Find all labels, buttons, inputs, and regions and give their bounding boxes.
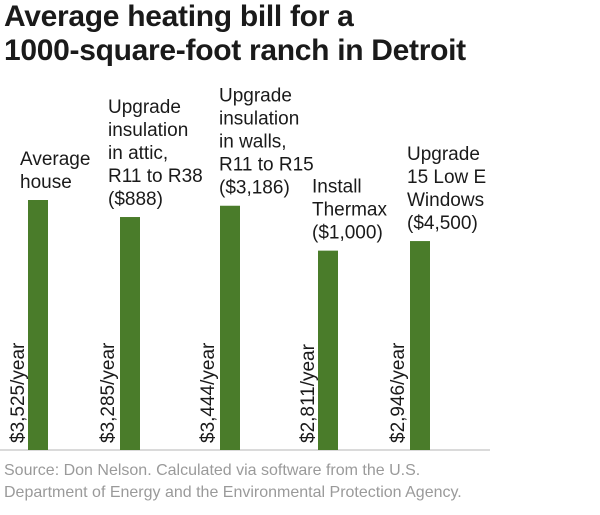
bar xyxy=(318,250,338,450)
category-label: insulation xyxy=(108,120,188,141)
category-label: R11 to R15 xyxy=(219,155,314,176)
category-label: Upgrade xyxy=(108,97,181,118)
category-label: ($888) xyxy=(108,189,163,210)
category-label: in walls, xyxy=(219,132,287,153)
category-label: Upgrade xyxy=(407,144,480,165)
bar xyxy=(120,217,140,450)
category-label: Upgrade xyxy=(219,86,292,107)
category-label: ($4,500) xyxy=(407,213,478,234)
chart-title: Average heating bill for a 1000-square-f… xyxy=(4,0,596,68)
category-label: R11 to R38 xyxy=(108,166,203,187)
source-line: Department of Energy and the Environment… xyxy=(4,484,462,501)
category-label: Average xyxy=(20,149,90,170)
category-label: insulation xyxy=(219,109,299,130)
bar-value-label: $3,525/year xyxy=(8,342,29,443)
source-line: Source: Don Nelson. Calculated via softw… xyxy=(4,462,421,479)
bar-value-label: $2,946/year xyxy=(388,342,409,443)
bar-value-label: $3,285/year xyxy=(98,342,119,443)
bar xyxy=(28,200,48,450)
category-label: Install xyxy=(312,177,362,198)
chart-title-line: Average heating bill for a xyxy=(4,0,354,33)
category-label: house xyxy=(20,172,72,193)
bar-value-label: $2,811/year xyxy=(298,343,319,443)
category-label: Windows xyxy=(407,190,484,211)
category-label: ($1,000) xyxy=(312,223,383,244)
source-note: Source: Don Nelson. Calculated via softw… xyxy=(4,460,596,504)
chart-title-line: 1000-square-foot ranch in Detroit xyxy=(4,34,466,67)
bar xyxy=(410,241,430,450)
category-label: in attic, xyxy=(108,143,168,164)
bar xyxy=(220,205,240,450)
category-label: ($3,186) xyxy=(219,178,290,199)
category-label: Thermax xyxy=(312,200,387,221)
category-label: 15 Low E xyxy=(407,167,486,188)
bar-value-label: $3,444/year xyxy=(198,342,219,443)
